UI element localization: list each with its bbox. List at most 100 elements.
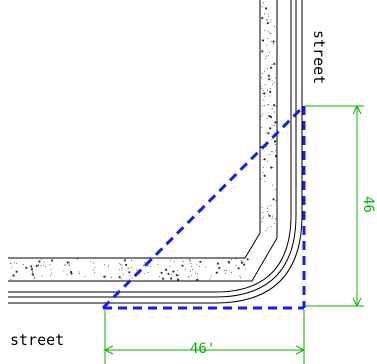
sidewalk-speckle [32, 273, 34, 275]
sidewalk-speckle [271, 217, 273, 219]
sidewalk-speckle [147, 272, 149, 273]
sidewalk-speckle [125, 263, 128, 266]
sidewalk-speckle [136, 269, 138, 271]
sidewalk-speckle [261, 50, 264, 53]
sidewalk-speckle [197, 273, 199, 275]
sidewalk-speckle [265, 230, 267, 232]
sidewalk-speckle [127, 267, 129, 269]
sidewalk-speckle [191, 275, 193, 277]
sidewalk-speckle [262, 92, 264, 94]
sidewalk-speckle [70, 272, 73, 275]
street-label-right: street [310, 30, 328, 85]
sidewalk-speckle [227, 261, 229, 262]
sidewalk-speckle [267, 30, 269, 32]
sidewalk-speckle [268, 78, 271, 81]
sidewalk-speckle [78, 271, 80, 273]
sidewalk-speckle [176, 278, 180, 281]
sidewalk-speckle [267, 13, 269, 15]
sidewalk-speckle [123, 259, 126, 262]
sidewalk-speckle [261, 207, 263, 209]
sidewalk-speckle [270, 166, 273, 169]
sidewalk-speckle [267, 22, 269, 24]
sidewalk-speckle [275, 218, 276, 220]
sidewalk-speckle [274, 144, 276, 146]
sidewalk-speckle [231, 259, 233, 261]
dimension-vertical [305, 104, 364, 308]
sidewalk-speckle [189, 259, 191, 260]
sidewalk-speckle [93, 272, 95, 274]
sidewalk-speckle [230, 271, 232, 273]
sidewalk-speckle [189, 260, 191, 262]
sidewalk-speckle [32, 271, 34, 273]
dimension-label-horizontal: 46' [190, 341, 216, 357]
sidewalk-speckle [263, 92, 266, 95]
sidewalk-speckle [119, 269, 120, 271]
sidewalk-speckle [169, 266, 171, 267]
sidewalk-speckle [267, 89, 269, 91]
sidewalk-speckle [274, 26, 275, 27]
sidewalk-speckle [41, 258, 43, 260]
sidewalk-speckle [210, 275, 212, 277]
sidewalk-speckle [178, 274, 180, 276]
sidewalk-speckle [268, 154, 270, 156]
sidewalk-speckle [272, 83, 274, 85]
sidewalk-speckle [239, 277, 241, 279]
sidewalk-speckle [104, 264, 106, 266]
sidewalk-speckle [272, 104, 276, 107]
sidewalk-speckle [49, 264, 51, 266]
sidewalk-speckle [172, 270, 175, 273]
curb-line-outer [8, 0, 303, 304]
sidewalk-speckle [105, 275, 107, 277]
sidewalk-speckle [263, 174, 266, 177]
sidewalk-outer-edge [8, 0, 261, 259]
sidewalk-speckle [265, 131, 267, 133]
sidewalk-speckle [216, 262, 220, 265]
sidewalk-speckle [157, 263, 159, 265]
sidewalk-speckle [195, 273, 197, 275]
sidewalk-speckle [240, 260, 242, 262]
sidewalk-speckle [273, 82, 275, 84]
sidewalk-speckle [269, 115, 272, 119]
sidewalk-speckle [235, 264, 237, 266]
sidewalk-speckle [272, 215, 274, 217]
sidewalk-speckle [191, 265, 193, 267]
sidewalk-speckle [266, 160, 268, 162]
sidewalk-speckle [275, 200, 277, 201]
sidewalk-speckle [182, 260, 184, 262]
sidewalk-speckle [274, 77, 276, 79]
street-label-bottom: street [10, 331, 65, 349]
sidewalk-speckle [192, 268, 193, 270]
sidewalk-speckle [50, 268, 52, 270]
sidewalk-speckle [196, 264, 198, 266]
sidewalk-speckle [121, 267, 123, 269]
sidewalk-speckle [25, 266, 28, 269]
sidewalk-speckle [272, 167, 274, 169]
sidewalk-speckle [269, 21, 271, 23]
sidewalk-speckle [262, 167, 264, 168]
sidewalk-speckle [269, 90, 272, 93]
sidewalk-speckle [225, 273, 227, 274]
sidewalk-speckle [79, 273, 81, 275]
sidewalk-speckle [264, 105, 266, 107]
sidewalk-speckle [261, 39, 263, 41]
sidewalk-speckle [224, 270, 225, 272]
sidewalk-speckle [205, 266, 207, 268]
sidewalk-speckle [265, 55, 267, 57]
sidewalk-speckle [261, 87, 263, 89]
sidewalk-speckle [15, 270, 18, 273]
sidewalk-speckle [244, 268, 246, 270]
sidewalk-speckle [272, 198, 275, 201]
sidewalk-speckle [121, 264, 123, 266]
sidewalk-speckle [264, 70, 265, 72]
sidewalk-speckle [118, 276, 121, 279]
sidewalk-speckle [237, 267, 240, 270]
sidewalk-speckle [265, 19, 267, 21]
sidewalk-speckle [274, 155, 277, 158]
sidewalk-speckle [260, 77, 262, 79]
curb-line-inner [8, 0, 292, 293]
sidewalk-speckle [190, 262, 192, 264]
sidewalk-speckle [11, 267, 13, 269]
sidewalk-speckle [260, 127, 262, 129]
sidewalk-speckle [65, 263, 67, 265]
sidewalk-speckle [130, 267, 132, 269]
